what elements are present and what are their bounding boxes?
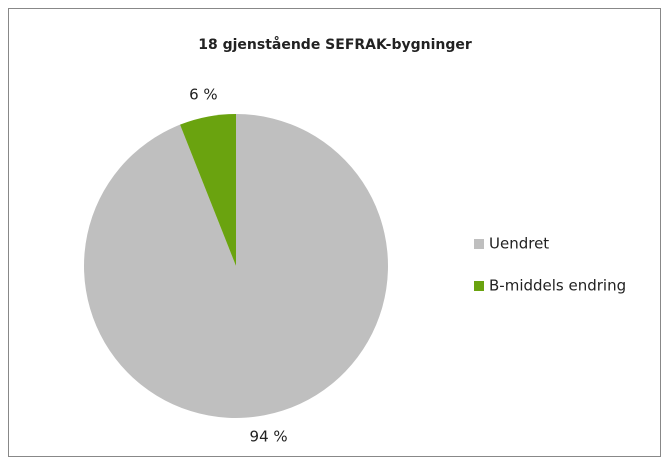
data-label: 6 % xyxy=(189,86,218,104)
legend-swatch xyxy=(474,281,484,291)
pie-slice xyxy=(180,114,236,266)
legend-label: B-middels endring xyxy=(489,277,626,295)
data-label: 94 % xyxy=(250,427,288,445)
legend-swatch xyxy=(474,239,484,249)
legend-label: Uendret xyxy=(489,235,549,253)
chart-title: 18 gjenstående SEFRAK-bygninger xyxy=(198,36,472,53)
